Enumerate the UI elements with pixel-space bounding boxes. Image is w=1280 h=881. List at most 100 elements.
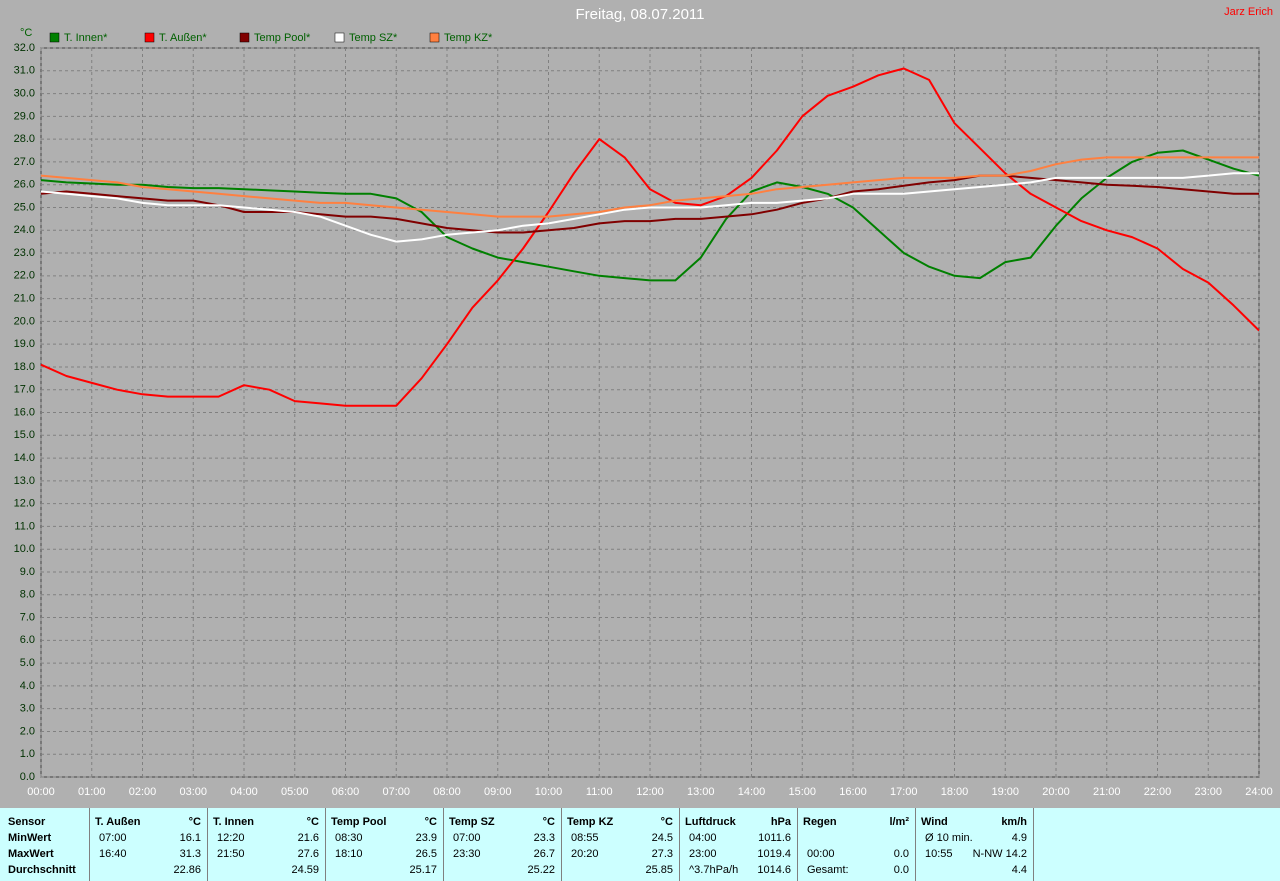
cell-time: 04:00 xyxy=(689,832,717,844)
x-tick-label: 13:00 xyxy=(687,786,715,798)
cell-time: 07:00 xyxy=(453,832,481,844)
cell-value: 23.9 xyxy=(415,832,437,844)
y-tick-label: 8.0 xyxy=(20,589,35,601)
x-tick-label: 17:00 xyxy=(890,786,918,798)
cell-value: 0.0 xyxy=(893,864,909,876)
y-tick-label: 30.0 xyxy=(14,87,35,99)
block-header: Regen xyxy=(803,816,837,828)
y-tick-label: 6.0 xyxy=(20,634,35,646)
x-tick-label: 05:00 xyxy=(281,786,309,798)
separator xyxy=(561,808,562,881)
cell-time: 21:50 xyxy=(217,848,245,860)
y-tick-label: 22.0 xyxy=(14,270,35,282)
data-line xyxy=(40,67,1260,407)
block-header: Temp SZ xyxy=(449,816,495,828)
legend-label: Temp SZ* xyxy=(349,32,398,44)
block-unit: °C xyxy=(188,816,201,828)
y-tick-label: 23.0 xyxy=(14,247,35,259)
cell-value: 4.4 xyxy=(1011,864,1027,876)
x-tick-label: 03:00 xyxy=(179,786,207,798)
summary-table: Sensor MinWert MaxWert Durchschnitt T. Außen… xyxy=(0,808,1280,881)
x-tick-label: 04:00 xyxy=(230,786,258,798)
separator xyxy=(797,808,798,881)
cell-value: 27.3 xyxy=(651,848,673,860)
y-tick-label: 7.0 xyxy=(20,611,35,623)
y-tick-label: 32.0 xyxy=(14,42,35,54)
y-tick-label: 24.0 xyxy=(14,224,35,236)
cell-time: Gesamt: xyxy=(807,864,849,876)
legend-swatch xyxy=(334,32,345,43)
cell-value: 4.9 xyxy=(1011,832,1027,844)
x-tick-label: 09:00 xyxy=(484,786,512,798)
x-tick-label: 07:00 xyxy=(382,786,410,798)
cell-value: 1014.6 xyxy=(757,864,791,876)
cell-value: 26.7 xyxy=(533,848,555,860)
legend-swatch xyxy=(49,32,60,43)
cell-time: 12:20 xyxy=(217,832,245,844)
y-tick-label: 20.0 xyxy=(14,315,35,327)
x-tick-label: 23:00 xyxy=(1194,786,1222,798)
cell-time: 08:55 xyxy=(571,832,599,844)
data-line xyxy=(40,149,1260,282)
block-header: Wind xyxy=(921,816,948,828)
row-label: MaxWert xyxy=(8,848,54,860)
cell-value: 31.3 xyxy=(179,848,201,860)
separator xyxy=(207,808,208,881)
cell-time: 10:55 xyxy=(925,848,953,860)
cell-value: 1011.6 xyxy=(758,832,791,844)
x-tick-label: 08:00 xyxy=(433,786,461,798)
y-tick-label: 15.0 xyxy=(14,429,35,441)
x-tick-label: 01:00 xyxy=(78,786,106,798)
block-unit: °C xyxy=(660,816,673,828)
x-tick-label: 24:00 xyxy=(1245,786,1273,798)
chart-title: Freitag, 08.07.2011 xyxy=(576,6,705,23)
cell-time: 16:40 xyxy=(99,848,127,860)
cell-value: 24.5 xyxy=(651,832,673,844)
y-tick-label: 28.0 xyxy=(14,133,35,145)
y-tick-label: 10.0 xyxy=(14,543,35,555)
cell-value: 25.17 xyxy=(409,864,437,876)
x-tick-label: 02:00 xyxy=(129,786,157,798)
legend-swatch xyxy=(429,32,440,43)
y-tick-label: 17.0 xyxy=(14,384,35,396)
y-tick-label: 9.0 xyxy=(20,566,35,578)
legend-swatch xyxy=(144,32,155,43)
chart: Freitag, 08.07.2011 Jarz Erich °C 0.0 1.0… xyxy=(14,6,1273,798)
x-tick-label: 15:00 xyxy=(788,786,816,798)
cell-value: 16.1 xyxy=(179,832,201,844)
cell-value: 21.6 xyxy=(297,832,319,844)
y-tick-label: 29.0 xyxy=(14,110,35,122)
cell-time: 23:30 xyxy=(453,848,481,860)
cell-time: 07:00 xyxy=(99,832,127,844)
cell-value: 25.22 xyxy=(527,864,555,876)
y-tick-label: 25.0 xyxy=(14,201,35,213)
cell-time: 18:10 xyxy=(335,848,363,860)
x-tick-label: 11:00 xyxy=(586,786,613,798)
block-unit: °C xyxy=(542,816,555,828)
x-tick-label: 21:00 xyxy=(1093,786,1121,798)
cell-time: Ø 10 min. xyxy=(925,832,973,844)
block-unit: hPa xyxy=(770,816,791,828)
x-tick-label: 19:00 xyxy=(991,786,1019,798)
y-tick-label: 26.0 xyxy=(14,179,35,191)
cell-value: N-NW 14.2 xyxy=(972,848,1027,860)
legend-label: Temp KZ* xyxy=(444,32,493,44)
cell-value: 22.86 xyxy=(173,864,201,876)
y-tick-label: 14.0 xyxy=(14,452,35,464)
x-tick-label: 22:00 xyxy=(1144,786,1172,798)
cell-value: 24.59 xyxy=(291,864,319,876)
cell-time: ^3.7hPa/h xyxy=(689,864,739,876)
data-line xyxy=(40,174,1259,234)
row-label: MinWert xyxy=(8,832,52,844)
y-tick-label: 3.0 xyxy=(20,703,35,715)
data-line xyxy=(40,172,1259,243)
y-tick-label: 18.0 xyxy=(14,361,35,373)
row-label: Durchschnitt xyxy=(8,864,76,876)
y-tick-label: 5.0 xyxy=(20,657,35,669)
y-tick-label: 16.0 xyxy=(14,406,35,418)
cell-time: 20:20 xyxy=(571,848,599,860)
block-header: Temp KZ xyxy=(567,816,614,828)
x-tick-label: 10:00 xyxy=(535,786,563,798)
y-tick-label: 12.0 xyxy=(14,498,35,510)
